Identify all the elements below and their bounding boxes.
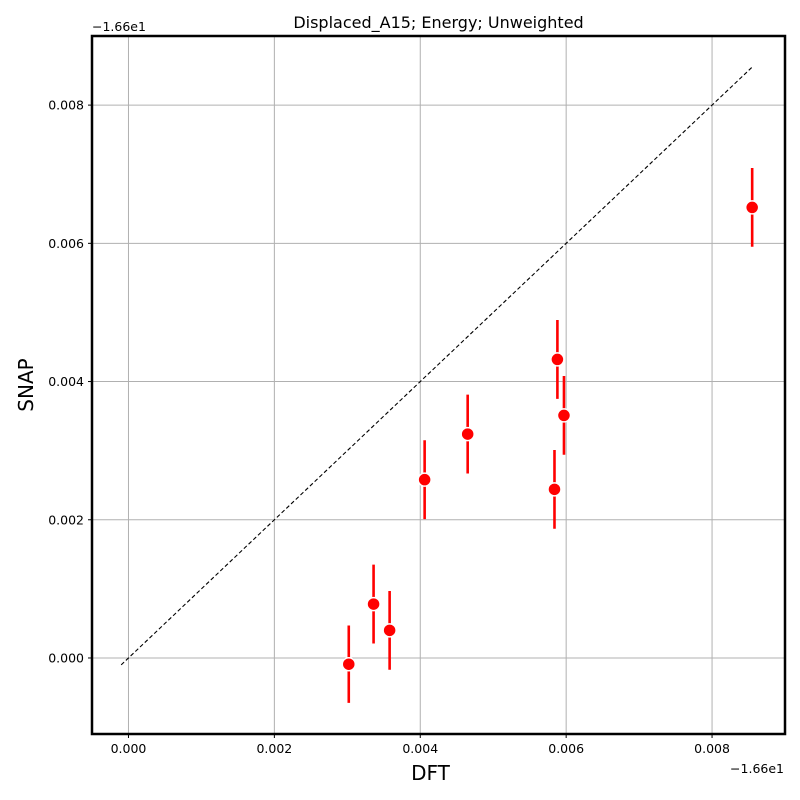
- data-point: [460, 426, 475, 442]
- data-point-group: [417, 440, 432, 520]
- x-axis-offset-label: −1.66e1: [730, 761, 784, 776]
- data-points: [341, 167, 760, 703]
- data-point: [341, 656, 357, 672]
- data-point: [547, 482, 562, 497]
- data-point-group: [460, 394, 475, 474]
- y-axis-label: SNAP: [14, 358, 38, 411]
- chart-title: Displaced_A15; Energy; Unweighted: [293, 13, 583, 33]
- data-point: [366, 596, 381, 612]
- x-tick-label: 0.000: [111, 741, 147, 756]
- data-point-group: [556, 376, 572, 455]
- x-tick-label: 0.002: [256, 741, 292, 756]
- y-tick-label: 0.004: [48, 374, 84, 389]
- data-point-group: [341, 625, 357, 703]
- data-point: [744, 200, 760, 215]
- x-tick-label: 0.004: [402, 741, 438, 756]
- grid: [92, 36, 785, 734]
- y-tick-label: 0.008: [48, 98, 84, 113]
- diagonal-reference-line: [120, 66, 753, 666]
- data-point-group: [744, 167, 760, 247]
- y-tick-label: 0.006: [48, 236, 84, 251]
- x-tick-label: 0.008: [694, 741, 730, 756]
- data-point: [556, 408, 572, 423]
- x-axis-label: DFT: [411, 761, 451, 785]
- data-point-group: [547, 449, 562, 529]
- data-point-group: [382, 590, 397, 670]
- ticks: 0.000 0.002 0.004 0.006 0.008 0.000 0.002 0.004…: [48, 98, 730, 756]
- data-point: [382, 623, 397, 638]
- data-point-group: [366, 564, 381, 644]
- data-point: [417, 472, 432, 487]
- x-tick-label: 0.006: [548, 741, 584, 756]
- plot-frame: [90, 34, 787, 736]
- data-point: [550, 352, 565, 367]
- reference-line: [120, 66, 753, 666]
- y-tick-label: 0.000: [48, 650, 84, 665]
- y-axis-offset-label: −1.66e1: [92, 19, 146, 34]
- data-point-group: [550, 320, 565, 399]
- y-tick-label: 0.002: [48, 512, 84, 527]
